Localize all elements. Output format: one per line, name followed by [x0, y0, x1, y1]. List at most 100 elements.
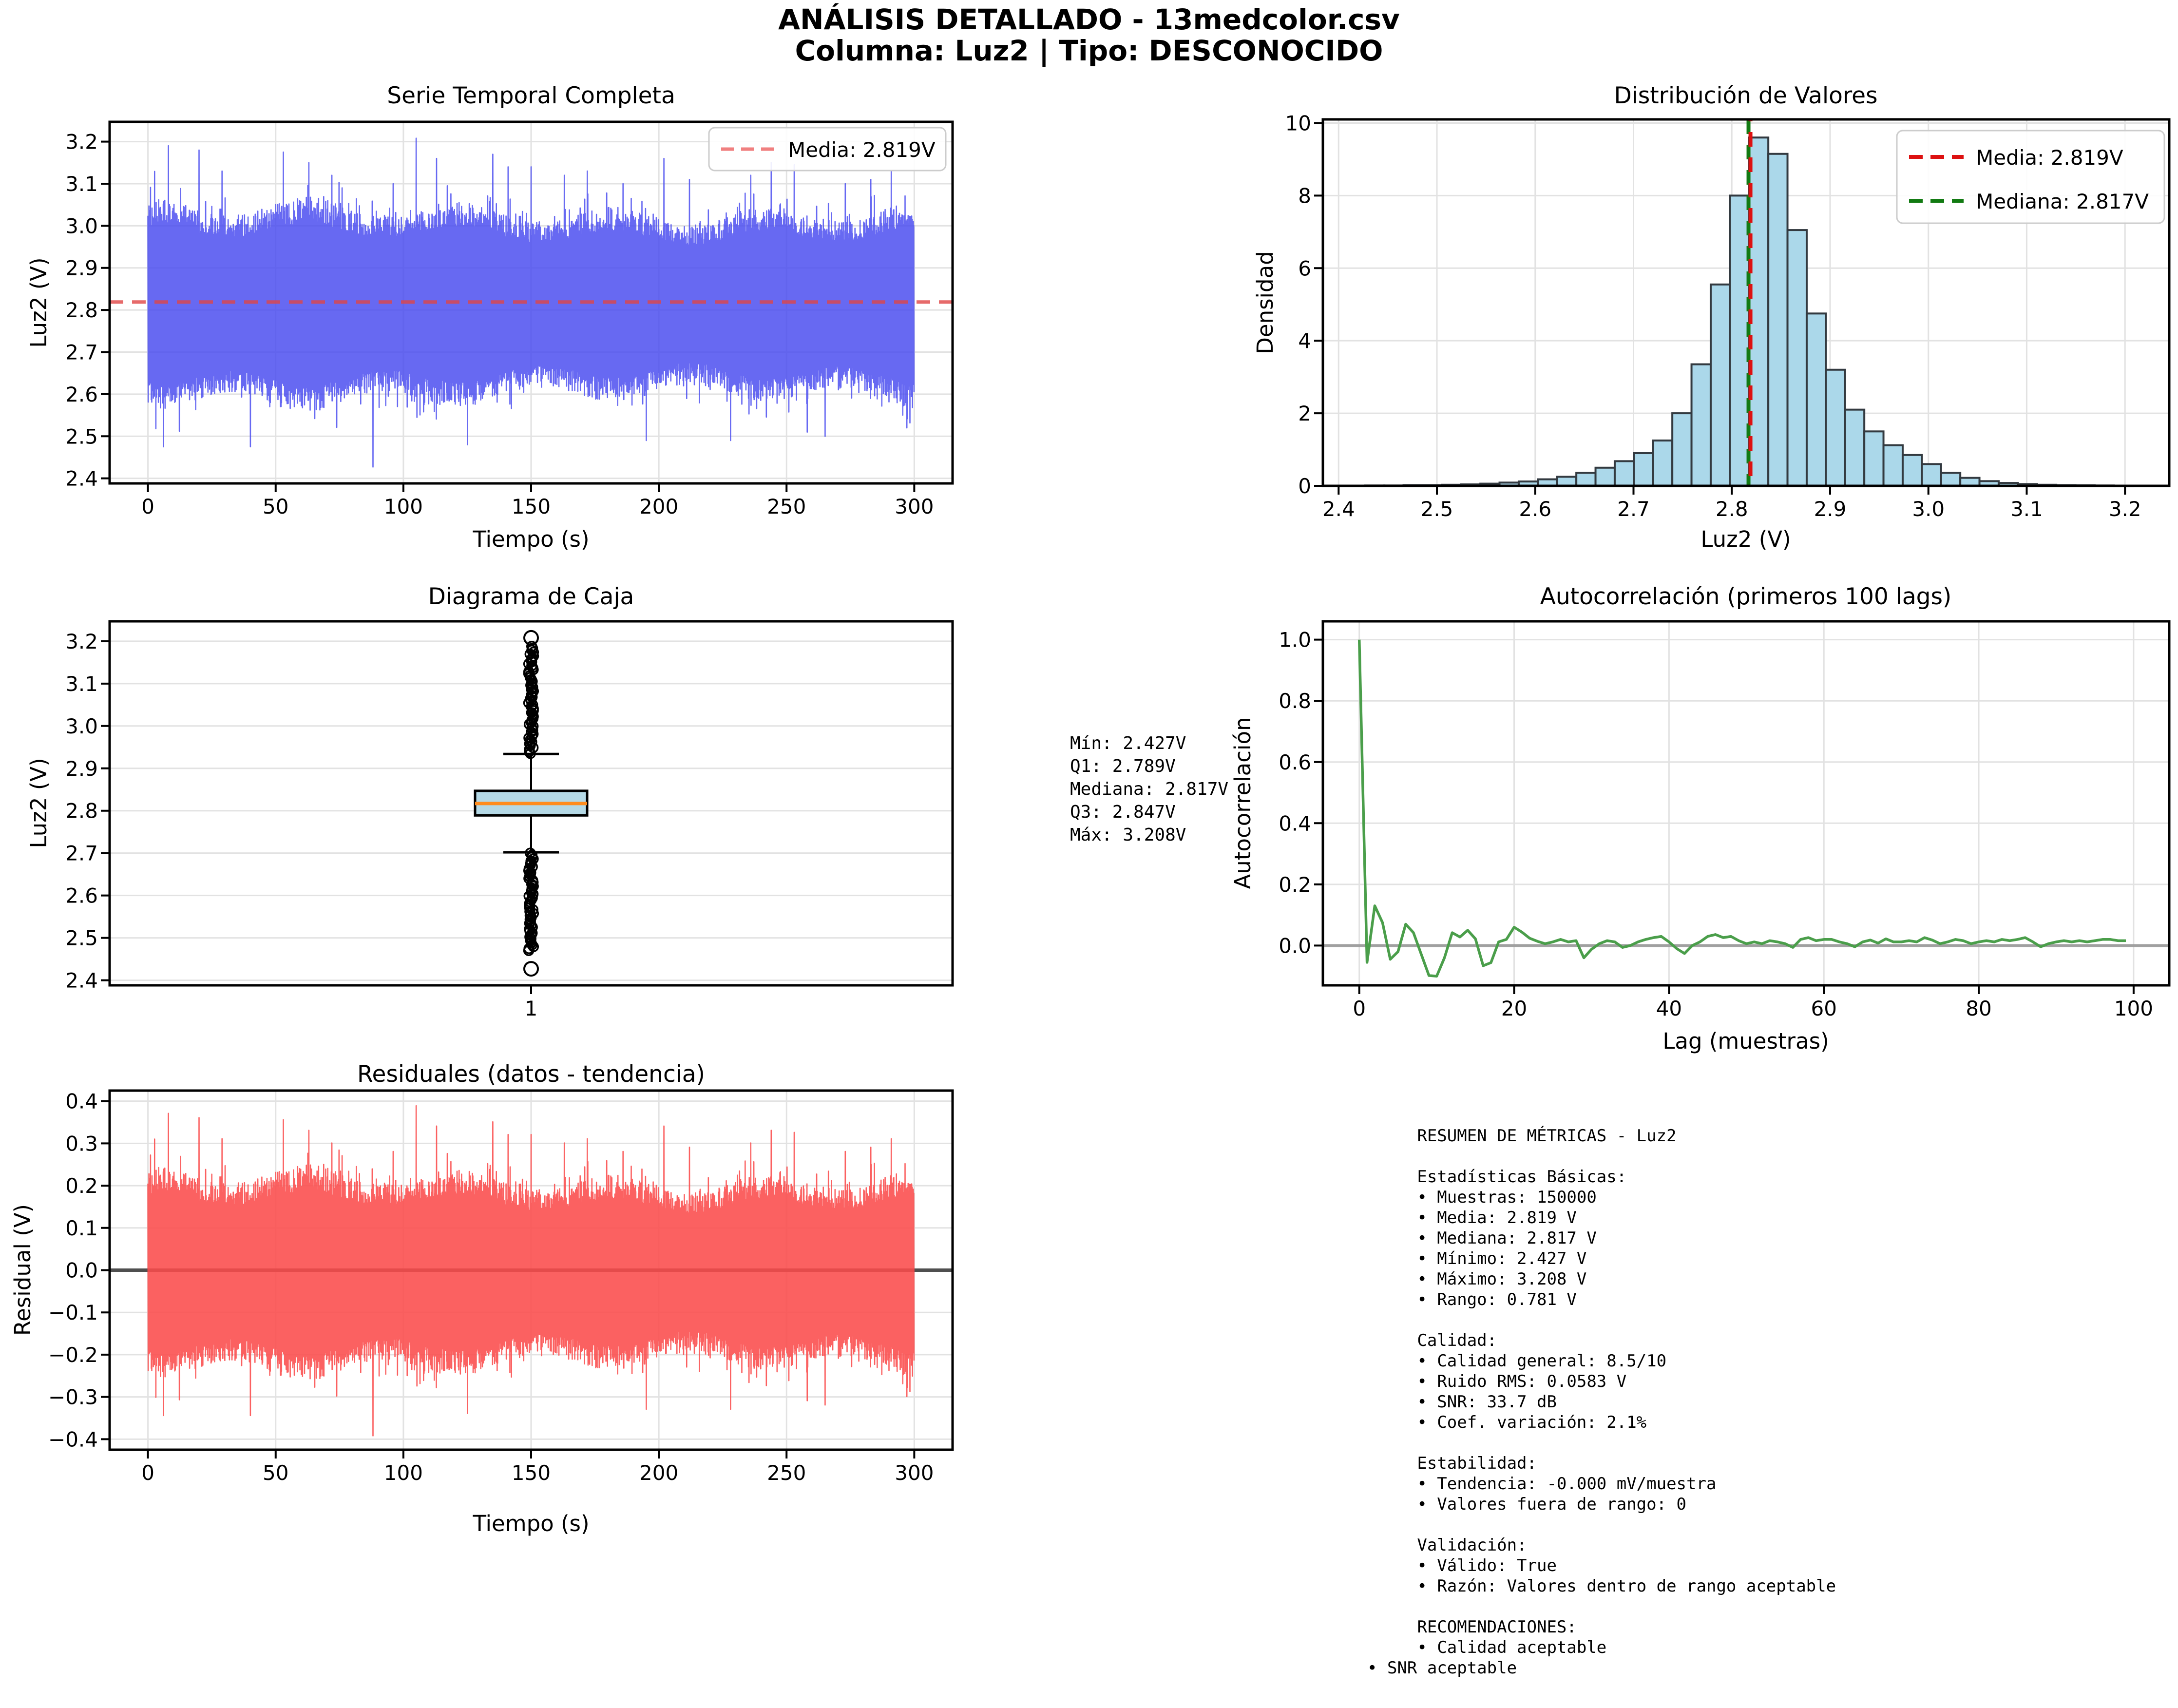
histogram-xtick: 2.6 [1519, 497, 1551, 521]
boxplot-ytick: 3.2 [65, 630, 98, 653]
figure-title-line1: ANÁLISIS DETALLADO - 13medcolor.csv [778, 3, 1400, 36]
legend-frame [708, 127, 947, 172]
histogram-ytick: 4 [1298, 329, 1311, 353]
timeseries-xtick: 300 [895, 495, 934, 518]
timeseries-ytick: 2.7 [65, 340, 98, 364]
timeseries-ytick: 2.9 [65, 256, 98, 280]
timeseries-xtick: 0 [141, 495, 154, 518]
histogram-ytick: 8 [1298, 184, 1311, 208]
autocorrelation-ytick: 0.4 [1279, 811, 1311, 835]
timeseries-ytick: 2.8 [65, 298, 98, 322]
histogram-xtick: 2.7 [1617, 497, 1650, 521]
residuals-ytick: 0.0 [65, 1259, 98, 1283]
timeseries-xtick: 150 [512, 495, 551, 518]
boxplot-xtick-label: 1 [525, 997, 538, 1020]
figure-title-line2: Columna: Luz2 | Tipo: DESCONOCIDO [795, 34, 1383, 67]
boxplot-ytick: 2.9 [65, 757, 98, 781]
residuals-ylabel: Residual (V) [10, 1204, 36, 1336]
timeseries-ytick: 2.6 [65, 383, 98, 406]
timeseries-xtick: 200 [639, 495, 678, 518]
box-stats-annotation: Mín: 2.427V Q1: 2.789V Mediana: 2.817V Q… [1070, 733, 1229, 845]
residuals-xtick: 250 [767, 1461, 806, 1485]
histogram-xtick: 3.2 [2109, 497, 2141, 521]
boxplot-ytick: 2.8 [65, 799, 98, 823]
boxplot-ytick: 2.4 [65, 969, 98, 993]
autocorrelation-ylabel: Autocorrelación [1230, 717, 1256, 889]
boxplot-ytick: 3.1 [65, 672, 98, 696]
autocorrelation-xlabel: Lag (muestras) [1662, 1028, 1829, 1054]
metrics-summary-annotation: RESUMEN DE MÉTRICAS - Luz2 Estadísticas … [1367, 1126, 1836, 1678]
residuals-ytick: 0.3 [65, 1132, 98, 1155]
boxplot-ytick: 2.5 [65, 926, 98, 950]
autocorrelation-ytick: 0.6 [1279, 750, 1311, 774]
boxplot-ytick: 3.0 [65, 714, 98, 738]
histogram-ytick: 10 [1285, 111, 1311, 135]
boxplot-ytick: 2.6 [65, 884, 98, 908]
residuals-xtick: 150 [512, 1461, 551, 1485]
timeseries-xlabel: Tiempo (s) [472, 526, 589, 552]
timeseries-xtick: 100 [384, 495, 423, 518]
timeseries-plot-area: 0 50 100 150 200 250 300 2.4 2.5 2.6 2.7 2.8 2.9 3.0 3… [65, 120, 954, 518]
histogram-xtick: 2.4 [1322, 497, 1355, 521]
residuals-ytick: −0.2 [48, 1343, 98, 1367]
legend-frame [1896, 130, 2165, 224]
autocorrelation-ytick: 1.0 [1279, 628, 1311, 652]
histogram-legend-median: Mediana: 2.817V [1976, 190, 2149, 213]
residuals-ytick: −0.1 [48, 1301, 98, 1324]
residuals-ytick: 0.2 [65, 1174, 98, 1198]
timeseries-xtick: 50 [263, 495, 288, 518]
histogram-legend: Media: 2.819V Mediana: 2.817V [1896, 130, 2165, 224]
histogram-xtick: 3.0 [1912, 497, 1945, 521]
figure-header: ANÁLISIS DETALLADO - 13medcolor.csv Colu… [0, 4, 2178, 66]
boxplot-ytick: 2.7 [65, 842, 98, 865]
residuals-ytick: −0.3 [48, 1385, 98, 1409]
histogram-title: Distribución de Valores [1614, 82, 1877, 109]
autocorrelation-xtick: 40 [1656, 997, 1682, 1020]
timeseries-ytick: 2.4 [65, 467, 98, 491]
residuals-plot-area: 0 50 100 150 200 250 300 −0.4 −0.3 −0.2 −0.1 0.0 0.1… [48, 1089, 954, 1485]
residuals-xtick: 50 [263, 1461, 288, 1485]
autocorrelation-plot-area: 0 20 40 60 80 100 0.0 0.2 0.4 0.6 0.8 1.0 [1279, 620, 2171, 1020]
timeseries-legend-mean: Media: 2.819V [788, 138, 936, 162]
histogram-ylabel: Densidad [1252, 251, 1278, 354]
histogram-ytick: 6 [1298, 256, 1311, 280]
histogram-legend-mean: Media: 2.819V [1976, 146, 2123, 170]
residuals-title: Residuales (datos - tendencia) [357, 1061, 705, 1088]
residuals-ytick: −0.4 [48, 1427, 98, 1451]
histogram-plot-area: 2.4 2.5 2.6 2.7 2.8 2.9 3.0 3.1 3.2 0 2 4 6 8 10 [1285, 111, 2171, 521]
timeseries-xtick: 250 [767, 495, 806, 518]
histogram-xtick: 2.5 [1421, 497, 1453, 521]
autocorrelation-ytick: 0.8 [1279, 689, 1311, 713]
histogram-xtick: 2.8 [1716, 497, 1748, 521]
autocorrelation-ytick: 0.2 [1279, 873, 1311, 897]
boxplot-title: Diagrama de Caja [428, 583, 634, 610]
histogram-xlabel: Luz2 (V) [1700, 526, 1791, 552]
timeseries-ylabel: Luz2 (V) [26, 257, 52, 347]
autocorrelation-xtick: 60 [1811, 997, 1836, 1020]
timeseries-legend: Media: 2.819V [708, 127, 947, 172]
autocorrelation-xtick: 80 [1966, 997, 1991, 1020]
residuals-xlabel: Tiempo (s) [472, 1511, 589, 1536]
boxplot-ylabel: Luz2 (V) [26, 758, 52, 848]
timeseries-ytick: 3.0 [65, 214, 98, 238]
histogram-ytick: 2 [1298, 402, 1311, 425]
autocorrelation-xtick: 100 [2114, 997, 2153, 1020]
residuals-xtick: 200 [639, 1461, 678, 1485]
timeseries-ytick: 3.1 [65, 172, 98, 196]
residuals-xtick: 100 [384, 1461, 423, 1485]
boxplot-plot-area: 2.4 2.5 2.6 2.7 2.8 2.9 3.0 3.1 3.2 [65, 620, 954, 994]
autocorrelation-xtick: 0 [1353, 997, 1366, 1020]
timeseries-ytick: 2.5 [65, 424, 98, 448]
timeseries-title: Serie Temporal Completa [387, 82, 675, 109]
autocorrelation-ytick: 0.0 [1279, 934, 1311, 958]
autocorrelation-xtick: 20 [1501, 997, 1527, 1020]
autocorrelation-title: Autocorrelación (primeros 100 lags) [1540, 583, 1952, 610]
residuals-ytick: 0.1 [65, 1216, 98, 1240]
residuals-ytick: 0.4 [65, 1090, 98, 1113]
residuals-xtick: 0 [141, 1461, 154, 1485]
histogram-xtick: 2.9 [1814, 497, 1847, 521]
histogram-ytick: 0 [1298, 474, 1311, 498]
histogram-xtick: 3.1 [2010, 497, 2043, 521]
